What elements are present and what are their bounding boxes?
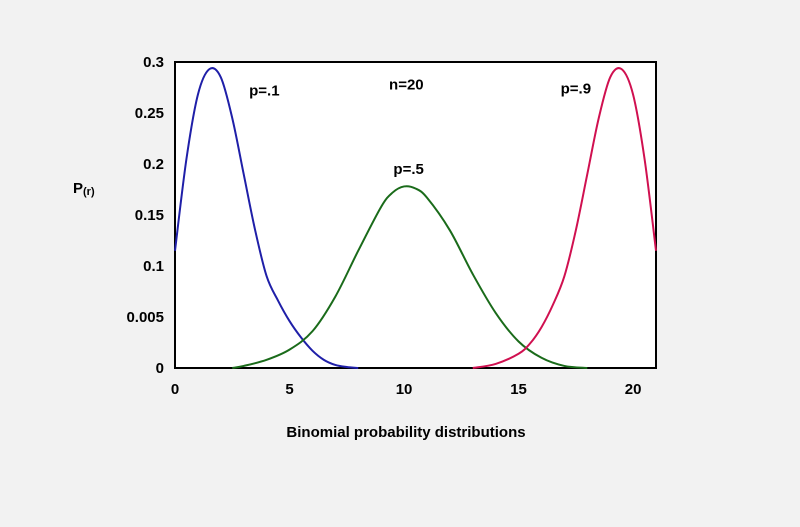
x-tick-label: 5 [285,381,293,398]
y-axis-title-main: P [73,180,83,197]
y-tick-label: 0 [156,360,164,377]
x-tick-label: 10 [396,381,413,398]
y-axis-title: P(r) [73,180,95,198]
annotation-label: p=.5 [393,161,423,178]
series-line-3 [472,67,657,369]
x-axis-title: Binomial probability distributions [286,424,525,441]
y-tick-label: 0.005 [126,309,164,326]
series-line-1 [174,67,359,369]
annotation-label: p=.1 [249,83,279,100]
y-tick-labels: 0 0.005 0.1 0.15 0.2 0.25 0.3 [126,54,164,377]
y-axis-title-sub: (r) [83,186,95,198]
y-tick-label: 0.3 [143,54,164,71]
y-tick-label: 0.1 [143,258,164,275]
x-tick-label: 0 [171,381,179,398]
x-tick-label: 20 [625,381,642,398]
annotation-layer: p=.1 n=20 p=.9 p=.5 [249,76,591,178]
series-layer [174,67,657,369]
series-line-2 [232,185,588,369]
annotation-label: p=.9 [561,81,591,98]
y-tick-label: 0.2 [143,156,164,173]
y-tick-label: 0.15 [135,207,164,224]
annotation-label: n=20 [389,76,424,93]
y-tick-label: 0.25 [135,105,164,122]
x-tick-labels: 0 5 10 15 20 [171,381,642,398]
plot-area [174,61,657,369]
x-tick-label: 15 [510,381,527,398]
